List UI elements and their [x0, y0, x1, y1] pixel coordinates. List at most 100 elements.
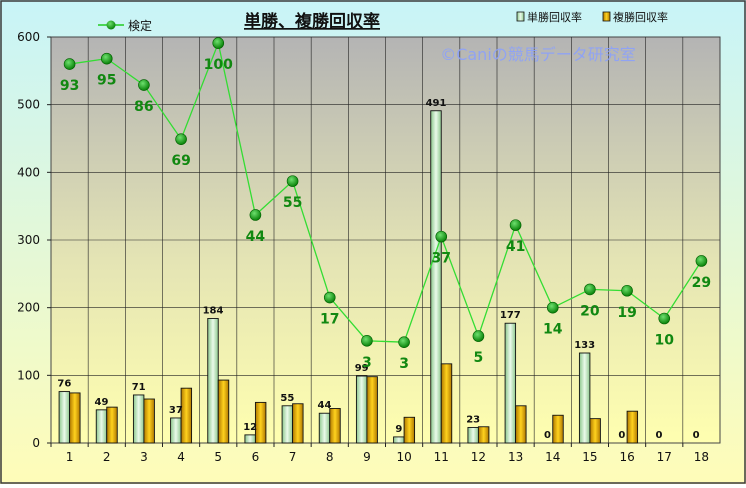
- kentei-line: [69, 40, 702, 343]
- fukusho-bar: [552, 414, 564, 444]
- kentei-point: [323, 291, 336, 304]
- x-tick-label: 13: [508, 450, 523, 464]
- tansho-bar: [132, 394, 145, 444]
- kentei-point-label: 10: [655, 332, 675, 348]
- legend-line-marker: [106, 20, 116, 30]
- kentei-point: [138, 79, 150, 91]
- fukusho-bar: [69, 392, 81, 444]
- kentei-point: [175, 133, 187, 145]
- fukusho-bar: [515, 405, 527, 444]
- kentei-point-label: 37: [432, 251, 451, 267]
- tansho-bar: [504, 322, 517, 444]
- y-tick-label: 100: [17, 368, 40, 382]
- tansho-bar-label: 0: [618, 430, 625, 441]
- tansho-bar-label: 12: [243, 422, 257, 433]
- fukusho-bar: [366, 376, 378, 444]
- tansho-bar-label: 491: [426, 98, 447, 109]
- x-tick-label: 10: [396, 450, 411, 464]
- tansho-bar-label: 49: [95, 397, 109, 408]
- fukusho-bar: [217, 379, 230, 444]
- kentei-point-label: 14: [543, 322, 563, 338]
- tansho-bar-label: 37: [169, 405, 183, 416]
- legend-bar2-label: 複勝回収率: [613, 10, 668, 24]
- kentei-point-label: 100: [204, 57, 233, 73]
- legend-line-series: 検定: [98, 18, 152, 33]
- fukusho-bar: [180, 387, 193, 444]
- tansho-bar: [170, 417, 182, 444]
- tansho-bar-label: 133: [574, 340, 595, 351]
- kentei-point-label: 44: [246, 229, 266, 245]
- x-tick-label: 6: [252, 450, 260, 464]
- fukusho-bar: [440, 363, 453, 444]
- grid-layer: [51, 37, 720, 443]
- x-tick-label: 11: [434, 450, 449, 464]
- y-tick-label: 200: [17, 301, 40, 315]
- tansho-bar: [244, 434, 256, 444]
- kentei-point-label: 93: [60, 78, 79, 94]
- fukusho-bar: [254, 401, 267, 444]
- x-tick-label: 3: [140, 450, 148, 464]
- y-tick-label: 300: [17, 233, 40, 247]
- kentei-point: [509, 219, 522, 231]
- tansho-bar-label: 55: [280, 393, 294, 404]
- tansho-bar: [207, 318, 219, 444]
- legend-bar-series-1: 単勝回収率: [516, 10, 582, 24]
- kentei-point-label: 95: [97, 73, 116, 89]
- fukusho-bar: [143, 398, 155, 444]
- kentei-point-label: 20: [580, 303, 600, 319]
- y-tick-label: 0: [32, 436, 40, 450]
- tansho-bar-label: 0: [656, 430, 663, 441]
- tansho-bar: [58, 391, 71, 444]
- tansho-bar-label: 177: [500, 310, 521, 321]
- kentei-point-label: 69: [171, 153, 190, 169]
- x-tick-label: 9: [363, 450, 371, 464]
- x-tick-label: 5: [214, 450, 222, 464]
- kentei-point: [472, 330, 485, 342]
- tansho-bar: [393, 436, 405, 444]
- y-tick-label: 400: [17, 165, 40, 179]
- tansho-bar: [430, 110, 442, 444]
- tansho-bar: [578, 352, 591, 444]
- x-axis: 1 2 3 4 5 6 7 8 9 10 11 12 13 14 15 16 17 18: [50, 443, 709, 464]
- tansho-bar: [355, 375, 368, 444]
- kentei-point: [435, 230, 448, 243]
- bar-layer: [58, 110, 639, 444]
- line-layer: [63, 37, 708, 348]
- tansho-bar-label: 9: [395, 424, 402, 435]
- legend-line-label: 検定: [128, 18, 152, 33]
- kentei-point: [212, 37, 225, 49]
- fukusho-bar: [477, 426, 490, 444]
- tansho-bar: [281, 405, 294, 444]
- x-tick-label: 16: [619, 450, 634, 464]
- tansho-bar: [467, 426, 479, 444]
- kentei-point: [621, 284, 633, 297]
- fukusho-bar: [626, 410, 639, 444]
- tansho-bar: [95, 409, 108, 444]
- tansho-bar-label: 99: [355, 363, 369, 374]
- x-tick-label: 12: [471, 450, 486, 464]
- fukusho-bar: [292, 403, 304, 444]
- kentei-point: [361, 335, 373, 347]
- x-tick-label: 7: [289, 450, 297, 464]
- tansho-bar-label: 71: [132, 382, 146, 393]
- x-tick-label: 14: [545, 450, 560, 464]
- kentei-point-label: 3: [362, 355, 372, 371]
- x-tick-label: 8: [326, 450, 334, 464]
- kentei-point: [695, 255, 708, 267]
- legend-bar-series-2: 複勝回収率: [602, 10, 668, 24]
- tansho-bar-label: 184: [203, 305, 224, 316]
- y-axis: 0 100 200 300 400 500 600: [17, 30, 51, 450]
- tansho-bar-label: 23: [466, 414, 480, 425]
- fukusho-bar: [106, 406, 118, 444]
- x-tick-label: 4: [177, 450, 185, 464]
- legend-bar1-swatch: [516, 11, 525, 22]
- kentei-point: [100, 52, 113, 65]
- x-tick-label: 2: [103, 450, 111, 464]
- x-tick-label: 17: [657, 450, 672, 464]
- kentei-point: [398, 336, 410, 348]
- kentei-point-label: 55: [283, 195, 302, 211]
- tansho-bar-label: 0: [693, 430, 700, 441]
